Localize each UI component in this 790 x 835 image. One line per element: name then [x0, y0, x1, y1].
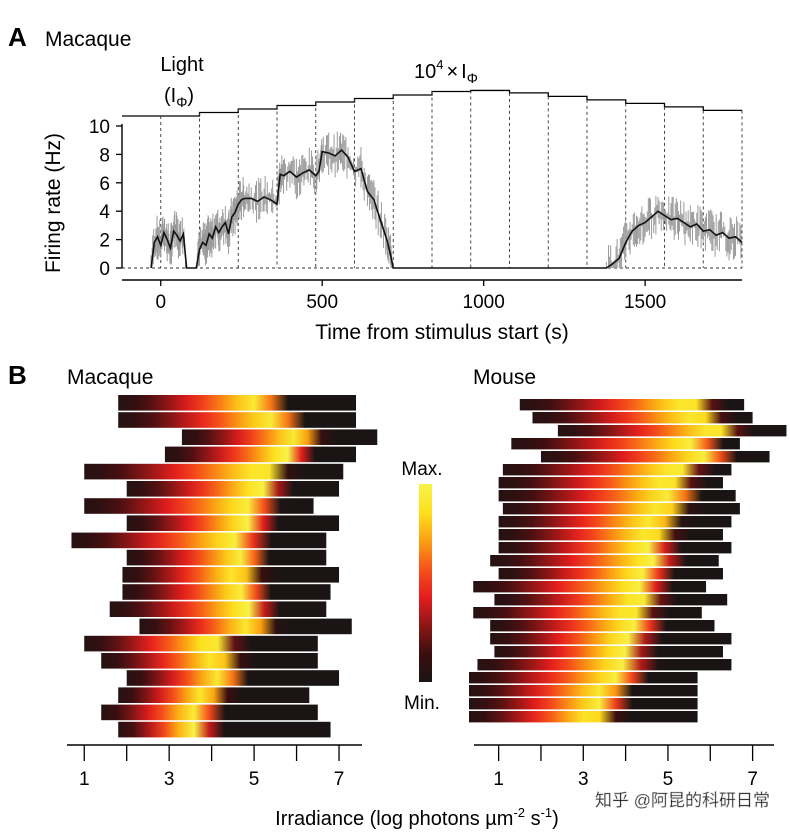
mouse-response-row: [498, 477, 723, 489]
macaque-response-row: [139, 618, 352, 635]
macaque-heatmap-title: Macaque: [67, 366, 153, 389]
mouse-response-row: [532, 412, 753, 424]
mouse-response-row: [477, 659, 732, 671]
mouse-x-tick-label: 3: [578, 769, 589, 790]
mouse-response-row: [498, 529, 723, 541]
macaque-response-row: [101, 653, 318, 669]
macaque-response-row: [118, 395, 357, 411]
mouse-response-row: [498, 568, 723, 580]
mouse-response-row: [498, 490, 736, 502]
panel-a-label: A: [8, 22, 27, 52]
high-intensity-label: 104 × IΦ: [414, 57, 478, 86]
x-tick-label: 1000: [463, 292, 505, 313]
y-tick-label: 8: [99, 145, 110, 166]
panel-a-title: Macaque: [45, 28, 131, 51]
x-tick-label: 0: [155, 292, 166, 313]
y-tick-label: 2: [99, 231, 110, 252]
mouse-response-row: [490, 555, 719, 567]
x-tick-label: 1500: [624, 292, 666, 313]
colorbar-max-label: Max.: [401, 459, 442, 480]
firing-rate-noise: [150, 131, 742, 268]
irradiance-axis-title: Irradiance (log photons µm-2 s-1): [275, 805, 559, 830]
mouse-response-row: [490, 633, 732, 645]
panel-a-axes: 0 2 4 6 8 10 0 500 1000 1500: [89, 117, 742, 313]
mouse-response-row: [540, 451, 770, 463]
macaque-response-row: [71, 532, 327, 549]
macaque-response-row: [126, 549, 327, 566]
macaque-x-tick-label: 3: [164, 769, 175, 790]
macaque-response-row: [101, 704, 318, 721]
mouse-x-tick-label: 5: [663, 769, 674, 790]
macaque-response-row: [84, 635, 318, 652]
y-tick-label: 0: [99, 259, 110, 280]
x-tick-label: 500: [306, 292, 338, 313]
macaque-response-row: [84, 463, 344, 480]
macaque-x-tick-label: 1: [79, 769, 90, 790]
macaque-response-row: [122, 567, 340, 583]
mouse-response-row: [490, 620, 715, 632]
mouse-response-row: [469, 685, 698, 697]
panel-b-label: B: [8, 360, 27, 390]
x-axis-title: Time from stimulus start (s): [315, 321, 569, 344]
light-label: Light: [160, 54, 204, 76]
mouse-response-row: [494, 646, 723, 658]
colorbar: [419, 484, 432, 682]
mouse-response-row: [498, 542, 732, 554]
mouse-response-row: [469, 698, 698, 710]
mouse-x-tick-label: 1: [493, 769, 504, 790]
panel-b-axes: 1 3 5 7 1 3 5 7: [67, 744, 774, 790]
mouse-response-row: [511, 438, 740, 450]
mouse-response-row: [519, 399, 745, 411]
macaque-response-row: [118, 412, 357, 428]
macaque-response-row: [118, 687, 310, 703]
macaque-heatmap: [71, 395, 378, 738]
macaque-x-tick-label: 7: [334, 769, 345, 790]
macaque-response-row: [126, 670, 340, 686]
mouse-response-row: [469, 711, 698, 723]
y-axis-title: Firing rate (Hz): [42, 133, 65, 273]
macaque-response-row: [181, 429, 378, 445]
mouse-response-row: [494, 594, 728, 606]
y-tick-label: 4: [99, 202, 110, 223]
macaque-response-row: [84, 498, 314, 514]
y-tick-label: 10: [89, 117, 110, 138]
mouse-response-row: [473, 607, 702, 619]
firing-rate-trace: [150, 148, 743, 269]
mouse-response-row: [473, 581, 707, 593]
mouse-response-row: [469, 672, 698, 684]
mouse-heatmap-title: Mouse: [473, 366, 536, 389]
mouse-heatmap: [469, 399, 787, 723]
macaque-response-row: [109, 601, 327, 617]
light-unit-label: (IΦ): [164, 85, 194, 110]
mouse-response-row: [502, 503, 740, 515]
macaque-response-row: [122, 584, 331, 600]
macaque-response-row: [164, 446, 357, 463]
mouse-response-row: [498, 516, 732, 528]
mouse-response-row: [502, 464, 732, 476]
step-boundary-lines: [122, 90, 743, 269]
mouse-x-tick-label: 7: [747, 769, 758, 790]
y-tick-label: 6: [99, 174, 110, 195]
colorbar-min-label: Min.: [404, 693, 440, 714]
macaque-x-tick-label: 5: [249, 769, 260, 790]
watermark: 知乎 @阿昆的科研日常: [595, 791, 770, 810]
macaque-response-row: [126, 481, 340, 497]
mouse-response-row: [557, 425, 787, 437]
macaque-response-row: [118, 721, 331, 738]
macaque-response-row: [126, 515, 340, 531]
